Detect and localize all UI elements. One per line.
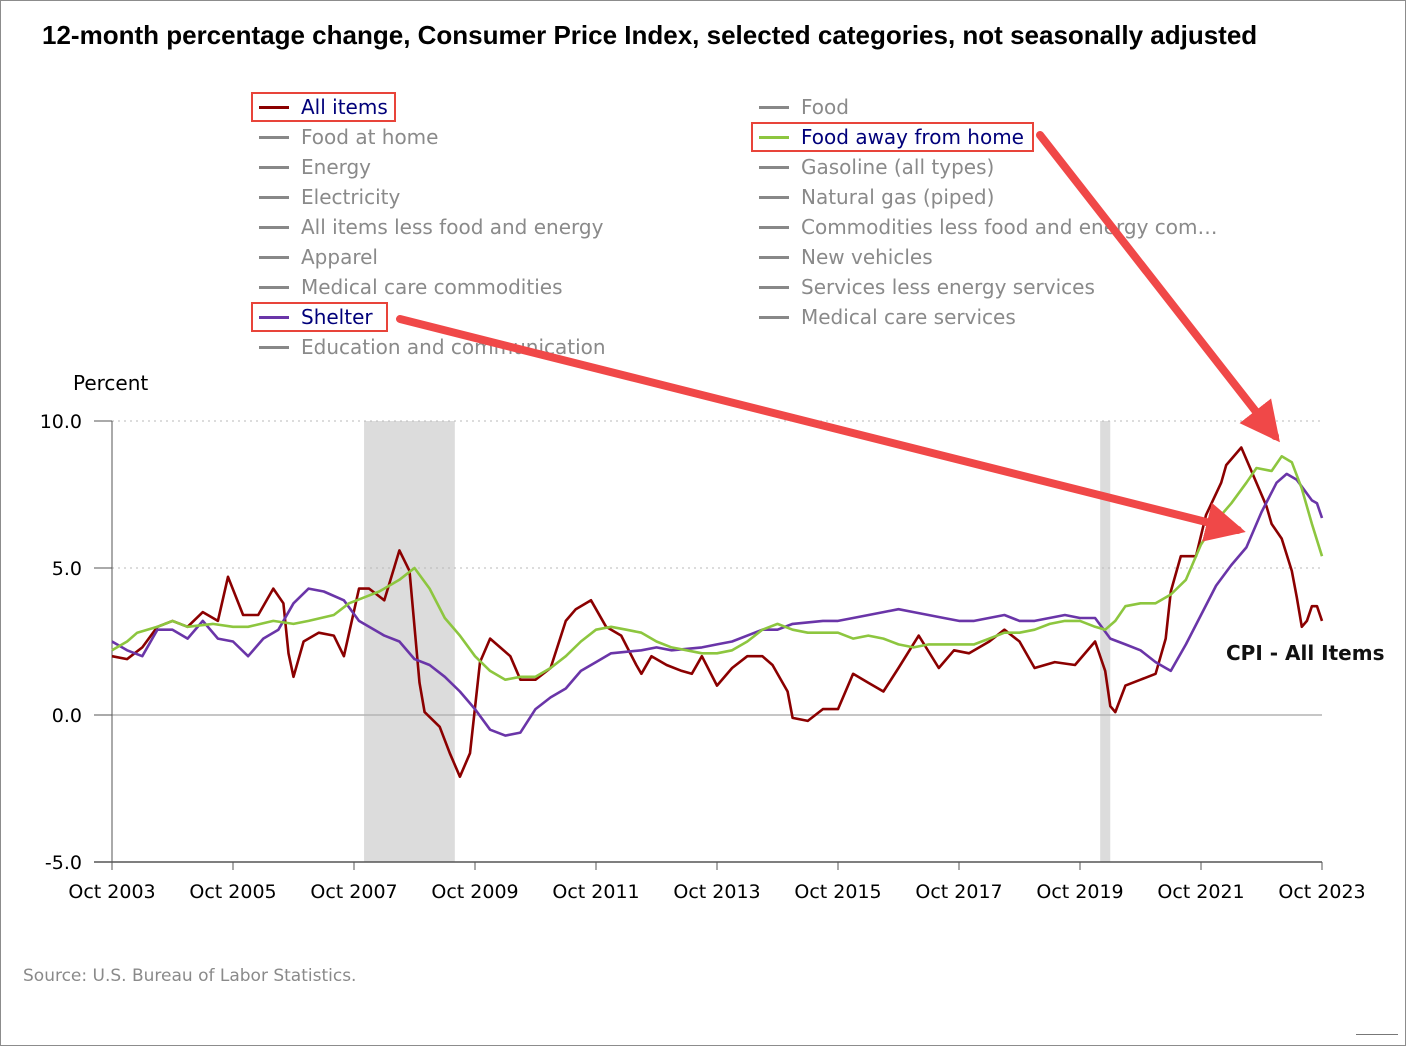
legend-label: New vehicles (801, 245, 933, 269)
series-line-all-items (111, 446, 1324, 779)
legend-item-gasoline-all-types[interactable]: Gasoline (all types) (751, 152, 1026, 182)
legend-left-column: All items Food at home Energy Electricity Al… (251, 92, 606, 362)
y-axis-label: Percent (73, 371, 149, 395)
x-tick-label: Oct 2009 (431, 881, 518, 903)
legend-swatch (259, 256, 289, 259)
x-tick-label: Oct 2017 (915, 881, 1002, 903)
legend-item-all-items-less-food-and-energy[interactable]: All items less food and energy (251, 212, 603, 242)
legend-swatch (759, 256, 789, 259)
x-tick-label: Oct 2011 (552, 881, 639, 903)
legend-swatch (259, 316, 289, 319)
legend-item-commodities-less-food-and-energy-com[interactable]: Commodities less food and energy com… (751, 212, 1218, 242)
legend-swatch (259, 106, 289, 109)
legend-label: Food away from home (801, 125, 1024, 149)
x-tick-label: Oct 2019 (1036, 881, 1123, 903)
legend-swatch (259, 286, 289, 289)
legend-item-medical-care-commodities[interactable]: Medical care commodities (251, 272, 562, 302)
legend-item-new-vehicles[interactable]: New vehicles (751, 242, 1026, 272)
legend-item-apparel[interactable]: Apparel (251, 242, 388, 272)
recession-band (1100, 421, 1111, 862)
annotation-arrow-shelter (396, 315, 1246, 542)
legend-swatch (759, 136, 789, 139)
legend-right-column: Food Food away from home Gasoline (all typ… (751, 92, 1218, 332)
legend-item-natural-gas-piped[interactable]: Natural gas (piped) (751, 182, 1026, 212)
annotation-arrow-food-away (1036, 131, 1280, 443)
legend-item-food-at-home[interactable]: Food at home (251, 122, 438, 152)
legend-item-food[interactable]: Food (751, 92, 1026, 122)
x-tick-label: Oct 2005 (189, 881, 276, 903)
legend-swatch (759, 106, 789, 109)
x-tick-label: Oct 2015 (794, 881, 881, 903)
legend-item-electricity[interactable]: Electricity (251, 182, 400, 212)
legend-label: All items less food and energy (301, 215, 604, 239)
y-tick-label: -5.0 (45, 852, 82, 874)
x-tick-label: Oct 2023 (1278, 881, 1365, 903)
legend-label: Medical care commodities (301, 275, 563, 299)
legend-swatch (759, 316, 789, 319)
legend-swatch (259, 166, 289, 169)
legend-swatch (759, 286, 789, 289)
legend-label: Shelter (301, 305, 373, 329)
annotation-label: CPI - All Items (1226, 641, 1384, 665)
x-tick-label: Oct 2021 (1157, 881, 1244, 903)
legend-label: Commodities less food and energy com… (801, 215, 1218, 239)
legend-swatch (259, 226, 289, 229)
x-tick-label: Oct 2003 (68, 881, 155, 903)
recession-band (364, 421, 455, 862)
series-line-food-away-from-home (111, 454, 1324, 682)
legend-label: Apparel (301, 245, 378, 269)
legend-item-services-less-energy-services[interactable]: Services less energy services (751, 272, 1095, 302)
source-note: Source: U.S. Bureau of Labor Statistics. (23, 966, 357, 986)
y-tick-label: 10.0 (40, 411, 82, 433)
legend-label: Food at home (301, 125, 439, 149)
legend-item-energy[interactable]: Energy (251, 152, 388, 182)
legend-label: Energy (301, 155, 372, 179)
legend-swatch (759, 166, 789, 169)
y-tick-label: 5.0 (52, 558, 82, 580)
legend-label: Food (801, 95, 849, 119)
legend-item-medical-care-services[interactable]: Medical care services (751, 302, 1026, 332)
legend-label: Natural gas (piped) (801, 185, 995, 209)
x-tick-label: Oct 2013 (673, 881, 760, 903)
legend-item-food-away-from-home[interactable]: Food away from home (751, 122, 1034, 152)
legend-swatch (259, 136, 289, 139)
series-line-shelter (111, 472, 1324, 737)
legend-label: Services less energy services (801, 275, 1095, 299)
legend-item-all-items[interactable]: All items (251, 92, 396, 122)
legend-swatch (259, 346, 289, 349)
legend-swatch (759, 196, 789, 199)
y-tick-label: 0.0 (52, 705, 82, 727)
legend-swatch (259, 196, 289, 199)
corner-mark (1356, 1034, 1398, 1035)
legend-swatch (759, 226, 789, 229)
legend-label: Medical care services (801, 305, 1016, 329)
legend-label: Gasoline (all types) (801, 155, 995, 179)
legend-label: All items (301, 95, 388, 119)
legend-label: Electricity (301, 185, 401, 209)
chart-title: 12-month percentage change, Consumer Pri… (42, 20, 1258, 50)
x-tick-label: Oct 2007 (310, 881, 397, 903)
